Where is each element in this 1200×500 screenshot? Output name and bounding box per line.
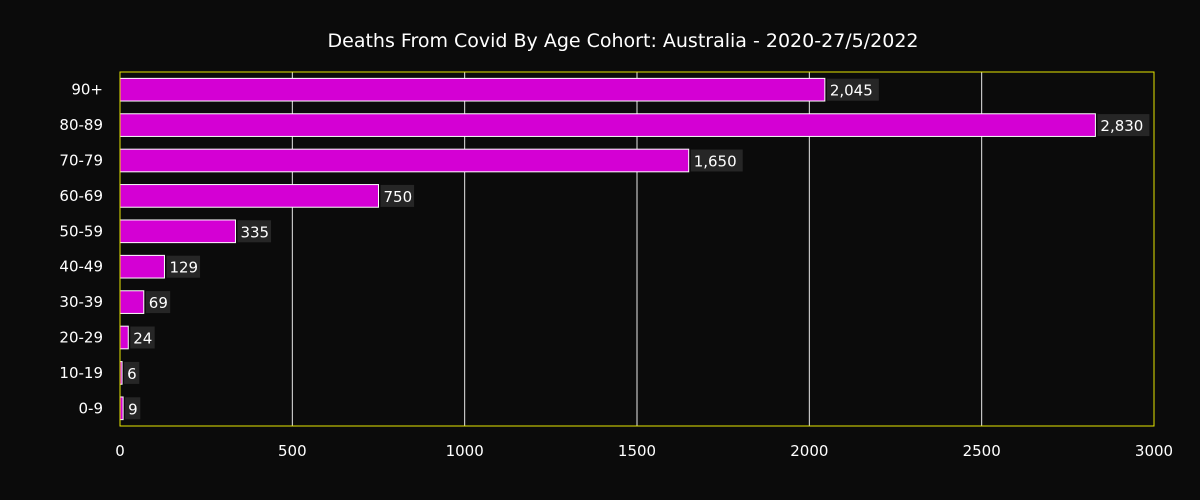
value-label: 9 <box>128 400 138 418</box>
value-label: 129 <box>169 259 198 277</box>
bar <box>119 325 129 350</box>
chart-title: Deaths From Covid By Age Cohort: Austral… <box>328 30 919 52</box>
value-label: 335 <box>240 223 269 241</box>
value-label: 24 <box>133 330 152 348</box>
bar <box>119 148 690 173</box>
bar <box>119 77 826 102</box>
value-label-bg <box>145 291 171 314</box>
value-label: 1,650 <box>694 153 737 171</box>
value-label-bg <box>826 78 879 101</box>
bars <box>119 77 1096 421</box>
value-label: 750 <box>384 188 413 206</box>
value-label: 69 <box>149 294 168 312</box>
y-tick-label: 10-19 <box>59 364 103 382</box>
bar <box>119 184 379 208</box>
value-label-bg <box>380 184 415 207</box>
x-tick-label: 2500 <box>963 442 1001 460</box>
bar <box>119 113 1096 137</box>
x-tick-label: 500 <box>278 442 307 460</box>
value-label-bg <box>130 326 155 349</box>
y-tick-label: 80-89 <box>59 116 103 134</box>
value-label: 2,045 <box>830 82 873 100</box>
value-label-bg <box>1097 114 1150 137</box>
value-label: 6 <box>127 365 137 383</box>
plot-frame <box>119 71 1155 427</box>
value-label-bg <box>125 397 141 420</box>
y-tick-label: 60-69 <box>59 187 103 205</box>
value-label: 2,830 <box>1100 117 1143 135</box>
y-tick-label: 30-39 <box>59 293 103 311</box>
y-tick-label: 90+ <box>71 81 103 99</box>
value-label-bg <box>690 149 743 172</box>
x-tick-label: 1500 <box>618 442 656 460</box>
x-tick-label: 3000 <box>1135 442 1173 460</box>
y-tick-label: 40-49 <box>59 258 103 276</box>
bar <box>119 219 236 244</box>
x-tick-label: 2000 <box>790 442 828 460</box>
axes: 0 500 1000 1500 2000 2500 300090+80-8970-7960-… <box>59 81 1173 460</box>
bar <box>119 254 165 279</box>
value-label-bg <box>237 220 272 243</box>
y-tick-label: 50-59 <box>59 222 103 240</box>
x-tick-label: 0 <box>115 442 125 460</box>
value-label-bg <box>124 361 140 384</box>
value-label-bg <box>166 255 201 278</box>
y-tick-label: 20-29 <box>59 329 103 347</box>
bar <box>119 290 145 314</box>
y-tick-label: 70-79 <box>59 152 103 170</box>
x-tick-label: 1000 <box>446 442 484 460</box>
y-tick-label: 0-9 <box>79 399 104 417</box>
